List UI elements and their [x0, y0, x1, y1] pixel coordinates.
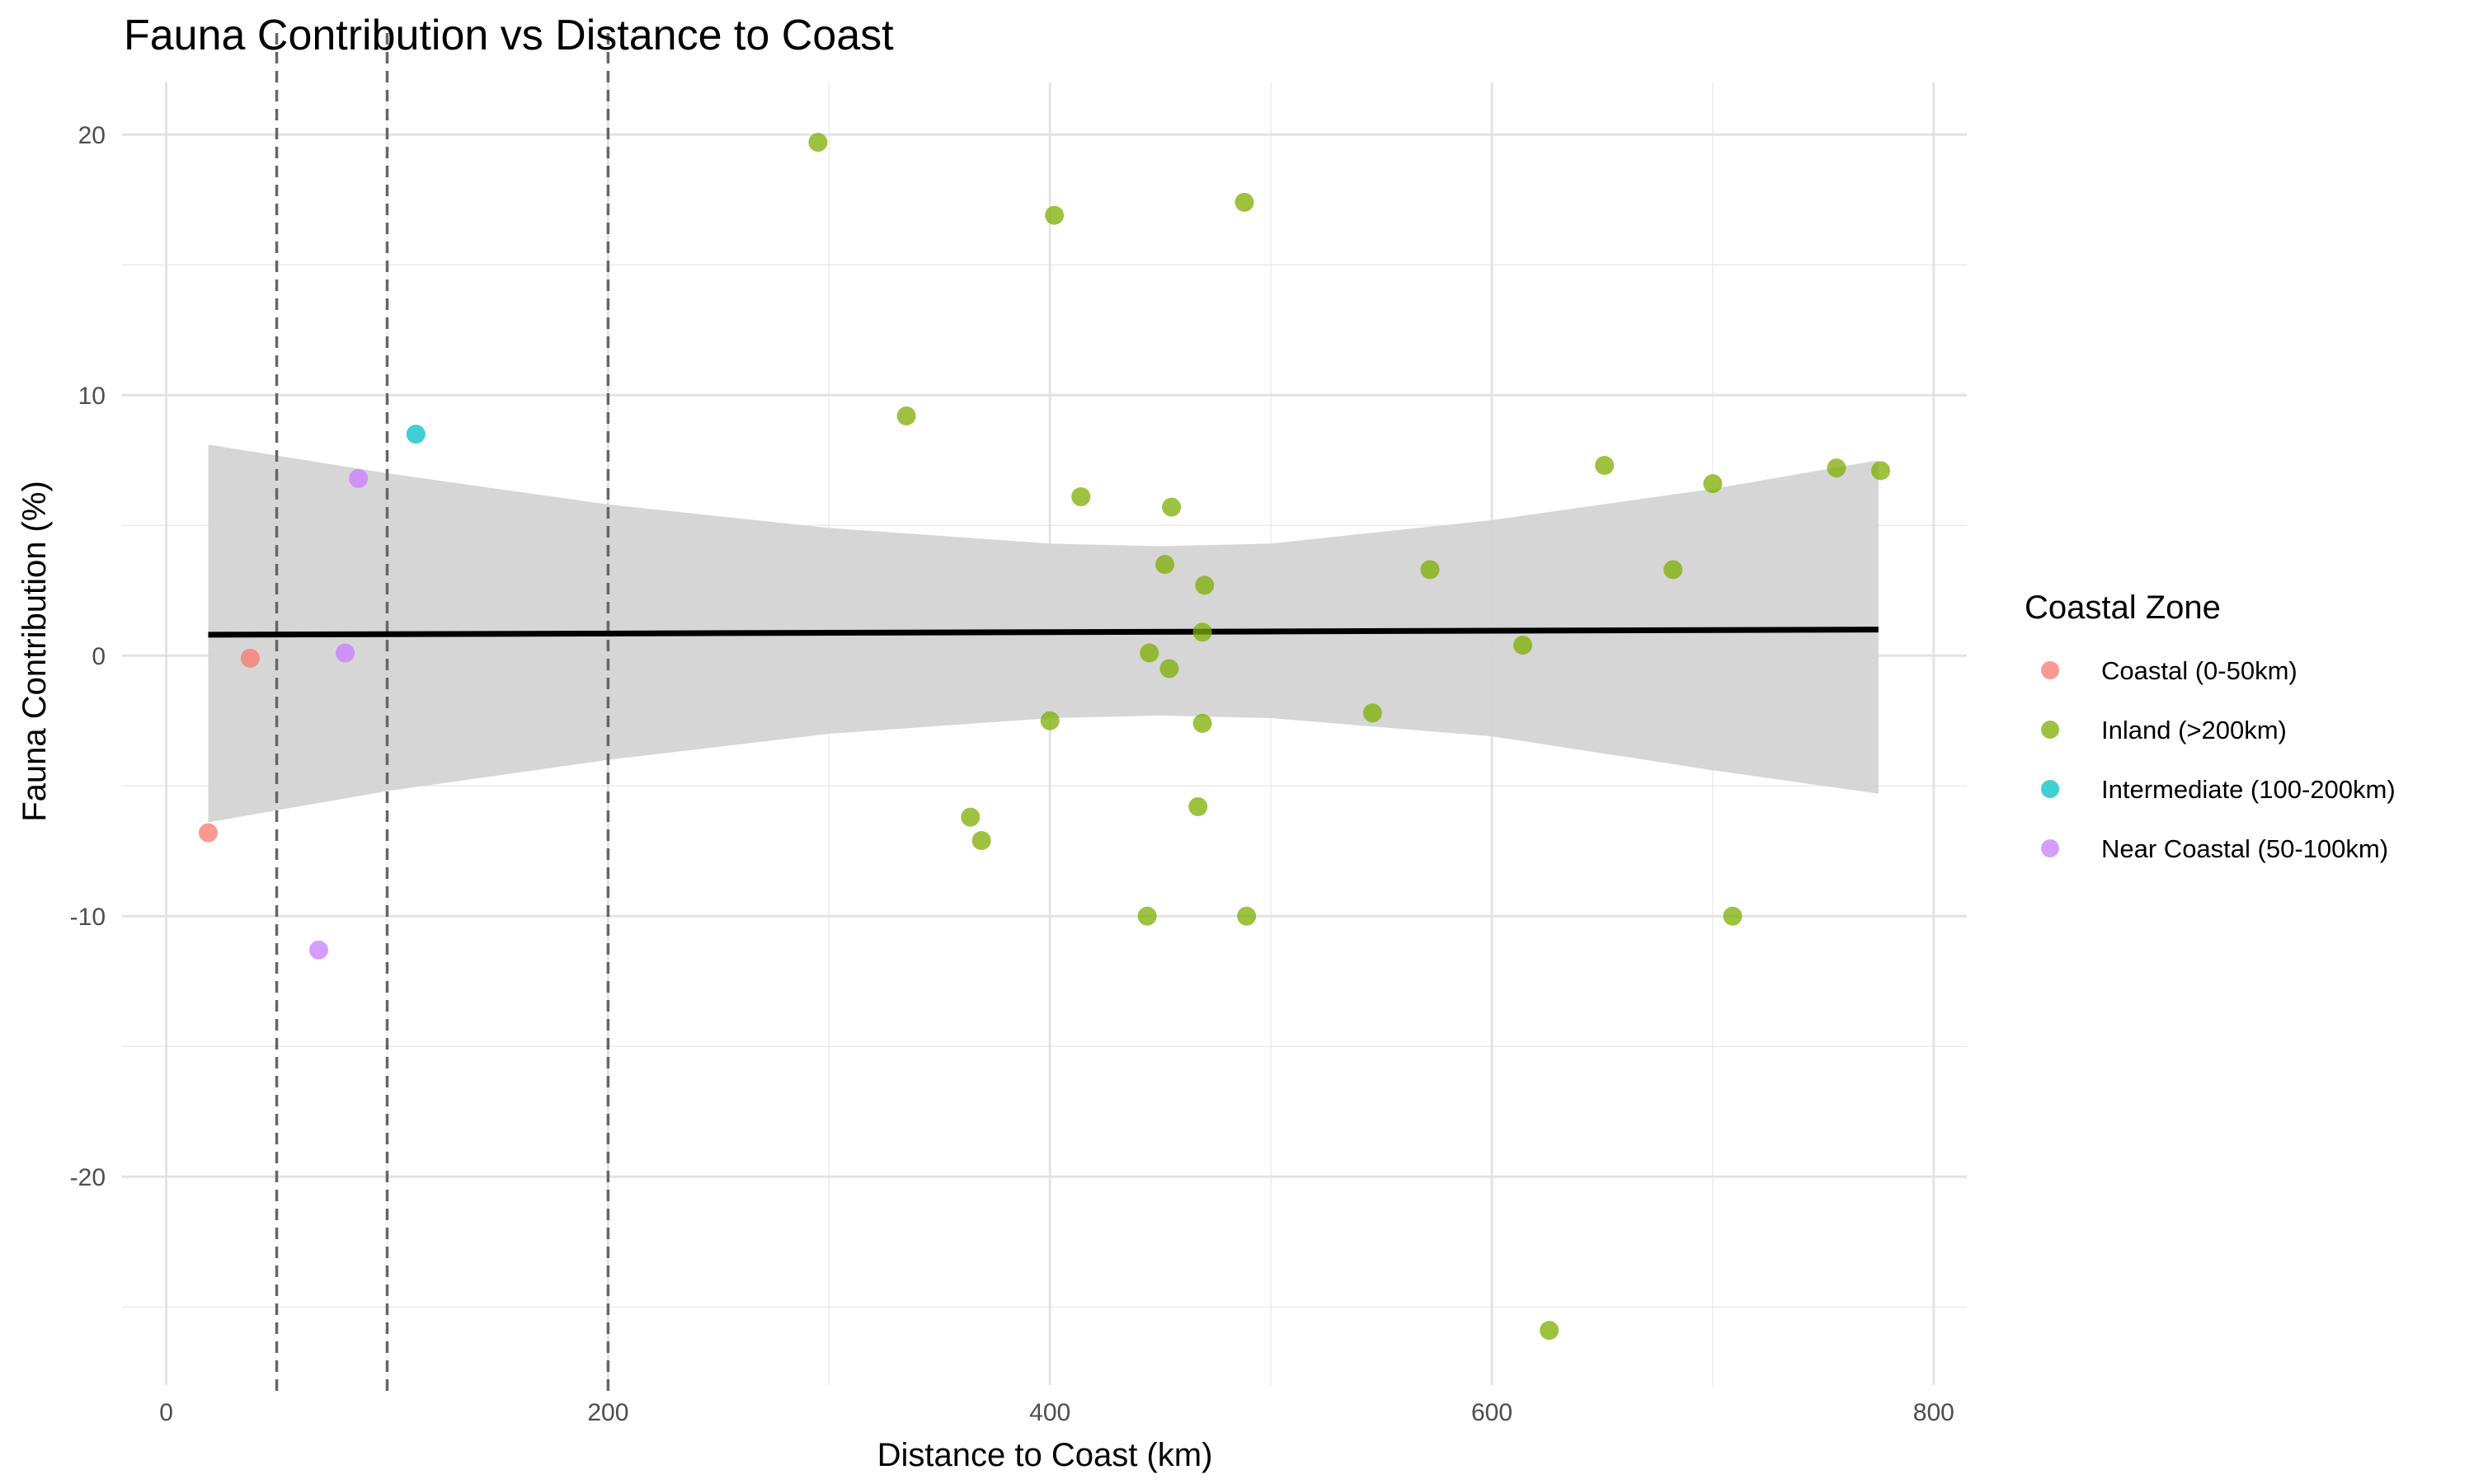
x-tick-label: 0 — [159, 1399, 173, 1426]
data-point — [971, 831, 991, 851]
legend-label-inland: Inland (>200km) — [2101, 716, 2287, 744]
data-point — [1420, 560, 1440, 580]
x-axis-label: Distance to Coast (km) — [877, 1437, 1213, 1473]
y-tick-label: -10 — [70, 904, 106, 931]
x-tick-label: 200 — [587, 1399, 628, 1426]
legend-item-intermediate: Intermediate (100-200km) — [2041, 775, 2396, 804]
data-point — [1195, 575, 1215, 595]
legend-item-inland: Inland (>200km) — [2041, 716, 2287, 744]
y-tick-label: -20 — [70, 1164, 106, 1191]
data-point — [1192, 622, 1212, 642]
data-point — [1071, 486, 1091, 506]
legend-label-coastal: Coastal (0-50km) — [2101, 656, 2298, 685]
data-point — [1540, 1321, 1559, 1341]
data-point — [336, 643, 355, 663]
data-point — [198, 823, 218, 843]
data-point — [406, 425, 426, 444]
y-axis-label: Fauna Contribution (%) — [16, 481, 53, 822]
data-points — [198, 133, 1891, 1341]
data-point — [1159, 659, 1179, 679]
legend-key-inland — [2041, 721, 2059, 739]
data-point — [1513, 636, 1533, 655]
trend-line — [208, 627, 1879, 638]
tick-labels: 0 200 400 600 800 -20 -10 0 10 20 — [70, 122, 1954, 1426]
data-point — [1362, 703, 1382, 723]
chart-title: Fauna Contribution vs Distance to Coast — [124, 12, 894, 59]
data-point — [1235, 192, 1254, 212]
legend-item-near-coastal: Near Coastal (50-100km) — [2041, 834, 2388, 863]
data-point — [1663, 560, 1683, 580]
x-tick-label: 600 — [1471, 1399, 1512, 1426]
x-tick-label: 800 — [1913, 1399, 1954, 1426]
legend-key-near-coastal — [2041, 839, 2059, 857]
data-point — [896, 406, 916, 425]
data-point — [1237, 906, 1257, 926]
data-point — [1188, 796, 1208, 816]
data-point — [1192, 713, 1212, 733]
data-point — [1140, 643, 1159, 663]
data-point — [1162, 497, 1182, 517]
x-tick-label: 400 — [1029, 1399, 1070, 1426]
legend: Coastal Zone Coastal (0-50km) Inland (>2… — [2025, 589, 2396, 863]
data-point — [1871, 461, 1891, 481]
legend-key-coastal — [2041, 661, 2059, 679]
data-point — [1137, 906, 1157, 926]
y-tick-label: 0 — [92, 643, 106, 670]
legend-label-near-coastal: Near Coastal (50-100km) — [2101, 834, 2388, 863]
data-point — [961, 807, 981, 827]
data-point — [240, 648, 260, 668]
legend-title: Coastal Zone — [2025, 589, 2221, 626]
data-point — [1595, 456, 1615, 476]
data-point — [1040, 711, 1060, 730]
data-point — [349, 468, 369, 488]
legend-item-coastal: Coastal (0-50km) — [2041, 656, 2298, 685]
data-point — [308, 940, 328, 960]
trend-line-layer — [208, 627, 1879, 638]
data-point — [1155, 555, 1175, 575]
data-point — [1827, 458, 1846, 478]
y-tick-label: 20 — [78, 122, 106, 149]
y-tick-label: 10 — [78, 383, 106, 410]
legend-label-intermediate: Intermediate (100-200km) — [2101, 775, 2396, 804]
data-point — [1723, 906, 1743, 926]
data-point — [808, 133, 828, 153]
data-point — [1045, 205, 1065, 225]
legend-key-intermediate — [2041, 780, 2059, 798]
data-point — [1703, 474, 1723, 494]
